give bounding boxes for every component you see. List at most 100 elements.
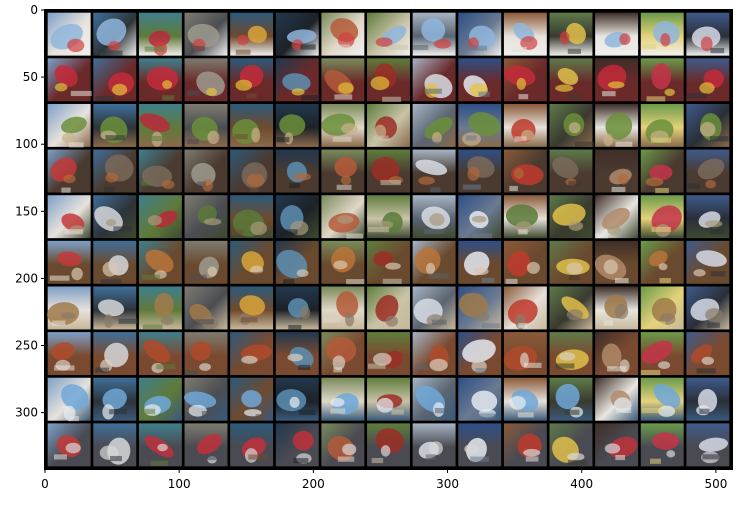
sample-cell bbox=[595, 12, 639, 56]
sample-cell bbox=[321, 195, 365, 239]
sample-cell bbox=[275, 195, 319, 239]
sample-cell bbox=[367, 58, 410, 102]
sample-cell bbox=[138, 377, 182, 421]
sample-cell bbox=[549, 12, 593, 56]
sample-cell bbox=[93, 423, 137, 467]
sample-cell bbox=[640, 240, 684, 284]
sample-cell bbox=[138, 240, 182, 284]
sample-cell bbox=[93, 332, 137, 376]
sample-cell bbox=[640, 12, 684, 56]
sample-cell bbox=[686, 423, 730, 467]
sample-cell bbox=[549, 103, 595, 147]
sample-cell bbox=[503, 58, 547, 102]
sample-cell bbox=[458, 240, 502, 284]
x-tick-label: 400 bbox=[570, 477, 593, 491]
sample-cell bbox=[595, 58, 639, 102]
sample-cell bbox=[412, 103, 456, 147]
sample-cell bbox=[184, 423, 228, 467]
sample-cell bbox=[594, 240, 639, 284]
sample-cell bbox=[93, 377, 137, 421]
sample-cell bbox=[321, 286, 365, 330]
sample-image-grid bbox=[45, 10, 732, 469]
y-axis: 0 50 100 150 200 250 300 bbox=[15, 3, 45, 420]
sample-cell bbox=[138, 195, 182, 239]
sample-cell bbox=[458, 149, 502, 193]
sample-cell bbox=[275, 58, 321, 102]
sample-cell bbox=[275, 103, 319, 147]
sample-cell bbox=[412, 149, 456, 193]
sample-cell bbox=[275, 240, 319, 285]
sample-cell bbox=[138, 149, 182, 193]
sample-cell bbox=[458, 332, 502, 376]
sample-cell bbox=[686, 103, 730, 147]
sample-cell bbox=[93, 58, 137, 102]
sample-cell bbox=[458, 195, 502, 239]
sample-cell bbox=[367, 240, 410, 284]
sample-cell bbox=[138, 58, 182, 102]
sample-cell bbox=[184, 332, 228, 376]
sample-cell bbox=[230, 377, 274, 421]
y-tick-label: 100 bbox=[15, 137, 38, 151]
sample-cell bbox=[275, 12, 319, 56]
y-tick-label: 300 bbox=[15, 406, 38, 420]
sample-cell bbox=[230, 103, 274, 147]
sample-cell bbox=[230, 423, 274, 467]
sample-cell bbox=[458, 286, 502, 330]
sample-cell bbox=[549, 286, 593, 330]
sample-cell bbox=[184, 149, 228, 193]
sample-cell bbox=[93, 149, 137, 193]
axes-frame bbox=[44, 9, 733, 470]
sample-cell bbox=[275, 149, 319, 193]
sample-cell bbox=[230, 12, 274, 56]
sample-cell bbox=[367, 12, 410, 56]
sample-cell bbox=[686, 240, 730, 284]
sample-cell bbox=[549, 58, 593, 102]
sample-cell bbox=[230, 149, 274, 193]
sample-cell bbox=[321, 58, 365, 102]
sample-cell bbox=[503, 286, 547, 330]
sample-cell bbox=[503, 195, 547, 239]
sample-cell bbox=[184, 58, 228, 102]
sample-cell bbox=[686, 12, 730, 56]
sample-cell bbox=[686, 377, 730, 421]
sample-cell bbox=[184, 286, 228, 330]
sample-cell bbox=[503, 423, 547, 467]
sample-cell bbox=[367, 332, 410, 376]
sample-cell bbox=[412, 332, 456, 376]
sample-cell bbox=[367, 195, 410, 239]
sample-cell bbox=[275, 377, 319, 421]
sample-cell bbox=[321, 240, 365, 285]
sample-cell bbox=[595, 377, 639, 421]
sample-cell bbox=[230, 240, 274, 284]
sample-cell bbox=[458, 12, 502, 56]
x-tick-label: 0 bbox=[41, 477, 49, 491]
sample-cell bbox=[595, 103, 639, 147]
sample-cell bbox=[549, 149, 593, 193]
sample-cell bbox=[47, 195, 91, 239]
sample-cell bbox=[503, 149, 547, 193]
sample-cell bbox=[138, 286, 182, 330]
y-tick-label: 150 bbox=[15, 204, 38, 218]
sample-cell bbox=[47, 12, 91, 56]
sample-cell bbox=[458, 103, 502, 147]
sample-cell bbox=[549, 332, 593, 376]
sample-cell bbox=[47, 377, 91, 422]
sample-cell bbox=[47, 58, 92, 102]
sample-cell bbox=[47, 423, 91, 467]
y-tick-label: 50 bbox=[23, 70, 38, 84]
sample-cell bbox=[503, 103, 547, 147]
sample-cell bbox=[93, 195, 137, 239]
sample-cell bbox=[412, 58, 456, 102]
sample-cell bbox=[640, 423, 684, 467]
y-tick-label: 200 bbox=[15, 271, 38, 285]
sample-cell bbox=[184, 195, 228, 239]
sample-cell bbox=[93, 12, 137, 56]
sample-cell bbox=[549, 423, 593, 467]
sample-cell bbox=[412, 240, 456, 284]
sample-cell bbox=[230, 195, 274, 239]
sample-cell bbox=[47, 103, 91, 148]
sample-cell bbox=[321, 103, 365, 147]
sample-cell bbox=[595, 149, 639, 193]
sample-cell bbox=[275, 423, 319, 467]
sample-cell bbox=[230, 286, 274, 330]
